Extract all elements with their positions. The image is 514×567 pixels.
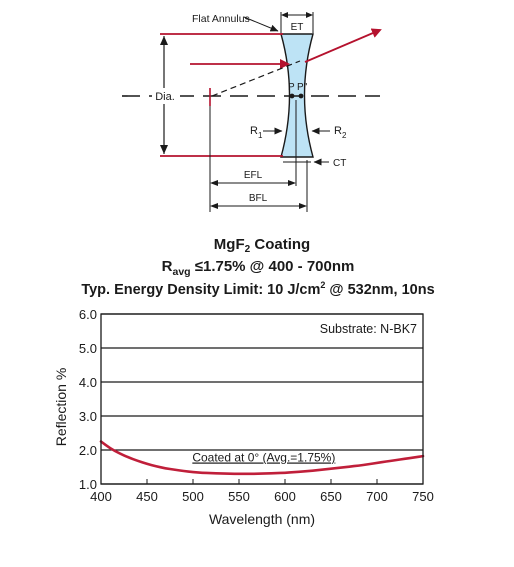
ray-out [304, 28, 382, 63]
ray-virtual-extension [211, 60, 301, 97]
ravg-line: Ravg ≤1.75% @ 400 - 700nm [162, 258, 355, 278]
y-tick-labels: 1.0 2.0 3.0 4.0 5.0 6.0 [79, 307, 97, 492]
p-prime-label: P" [297, 82, 308, 93]
lens-diagram: Dia. ET Flat Annulus P P" R1 R2 CT EFL [122, 12, 382, 212]
principal-point-p-prime [298, 93, 304, 99]
flat-annulus-label: Flat Annulus [192, 13, 250, 25]
curve-annotation: Coated at 0° (Avg.=1.75%) [192, 451, 335, 465]
x-axis-label: Wavelength (nm) [209, 511, 315, 527]
et-label: ET [291, 22, 304, 33]
bfl-label: BFL [249, 193, 268, 204]
r2-label: R2 [334, 125, 347, 140]
y-tick-label: 2.0 [79, 443, 97, 458]
x-tick-label: 400 [90, 489, 112, 504]
x-tick-label: 650 [320, 489, 342, 504]
principal-point-p [289, 93, 295, 99]
y-tick-label: 4.0 [79, 375, 97, 390]
x-tick-label: 600 [274, 489, 296, 504]
y-tick-label: 6.0 [79, 307, 97, 322]
ct-label: CT [333, 158, 346, 169]
x-tick-label: 550 [228, 489, 250, 504]
x-tick-label: 500 [182, 489, 204, 504]
y-axis-label: Reflection % [53, 368, 69, 447]
coating-titles: MgF2 Coating Ravg ≤1.75% @ 400 - 700nm T… [81, 236, 434, 298]
reflection-chart: 400 450 500 550 600 650 700 750 1.0 2.0 3.0 4.0 5.0… [53, 307, 434, 527]
x-tick-label: 750 [412, 489, 434, 504]
x-tick-label: 450 [136, 489, 158, 504]
y-tick-label: 1.0 [79, 477, 97, 492]
dia-label: Dia. [155, 91, 175, 103]
substrate-annotation: Substrate: N-BK7 [320, 322, 417, 336]
y-tick-label: 3.0 [79, 409, 97, 424]
x-tick-labels: 400 450 500 550 600 650 700 750 [90, 479, 434, 504]
coating-title: MgF2 Coating [214, 236, 310, 255]
y-tick-label: 5.0 [79, 341, 97, 356]
plot-frame [100, 313, 424, 485]
efl-label: EFL [244, 170, 263, 181]
r1-label: R1 [250, 125, 263, 140]
series-line-reflection [99, 440, 425, 476]
p-label: P [288, 82, 295, 93]
energy-density-line: Typ. Energy Density Limit: 10 J/cm2 @ 53… [81, 280, 434, 298]
x-tick-label: 700 [366, 489, 388, 504]
